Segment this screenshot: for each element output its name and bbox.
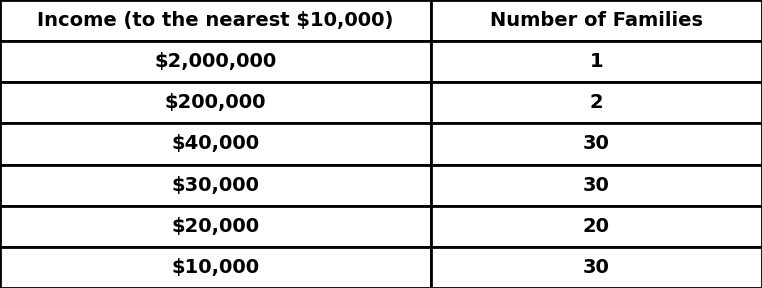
Bar	[431, 41, 762, 82]
Bar	[431, 247, 762, 288]
Text: 20: 20	[583, 217, 610, 236]
Text: $30,000: $30,000	[171, 176, 259, 195]
Bar	[431, 206, 762, 247]
Text: $2,000,000: $2,000,000	[154, 52, 277, 71]
Bar	[0, 0, 431, 41]
Text: $10,000: $10,000	[171, 258, 259, 277]
Text: 1: 1	[590, 52, 603, 71]
Bar	[431, 124, 762, 164]
Bar	[0, 124, 431, 164]
Bar	[431, 164, 762, 206]
Bar	[431, 82, 762, 124]
Text: 2: 2	[590, 93, 603, 112]
Text: Income (to the nearest $10,000): Income (to the nearest $10,000)	[37, 11, 393, 30]
Bar	[0, 82, 431, 124]
Bar	[0, 164, 431, 206]
Bar	[431, 0, 762, 41]
Bar	[0, 247, 431, 288]
Text: $40,000: $40,000	[171, 134, 259, 154]
Text: $200,000: $200,000	[165, 93, 266, 112]
Text: $20,000: $20,000	[171, 217, 259, 236]
Text: 30: 30	[583, 134, 610, 154]
Text: Number of Families: Number of Families	[490, 11, 703, 30]
Bar	[0, 41, 431, 82]
Text: 30: 30	[583, 258, 610, 277]
Text: 30: 30	[583, 176, 610, 195]
Bar	[0, 206, 431, 247]
